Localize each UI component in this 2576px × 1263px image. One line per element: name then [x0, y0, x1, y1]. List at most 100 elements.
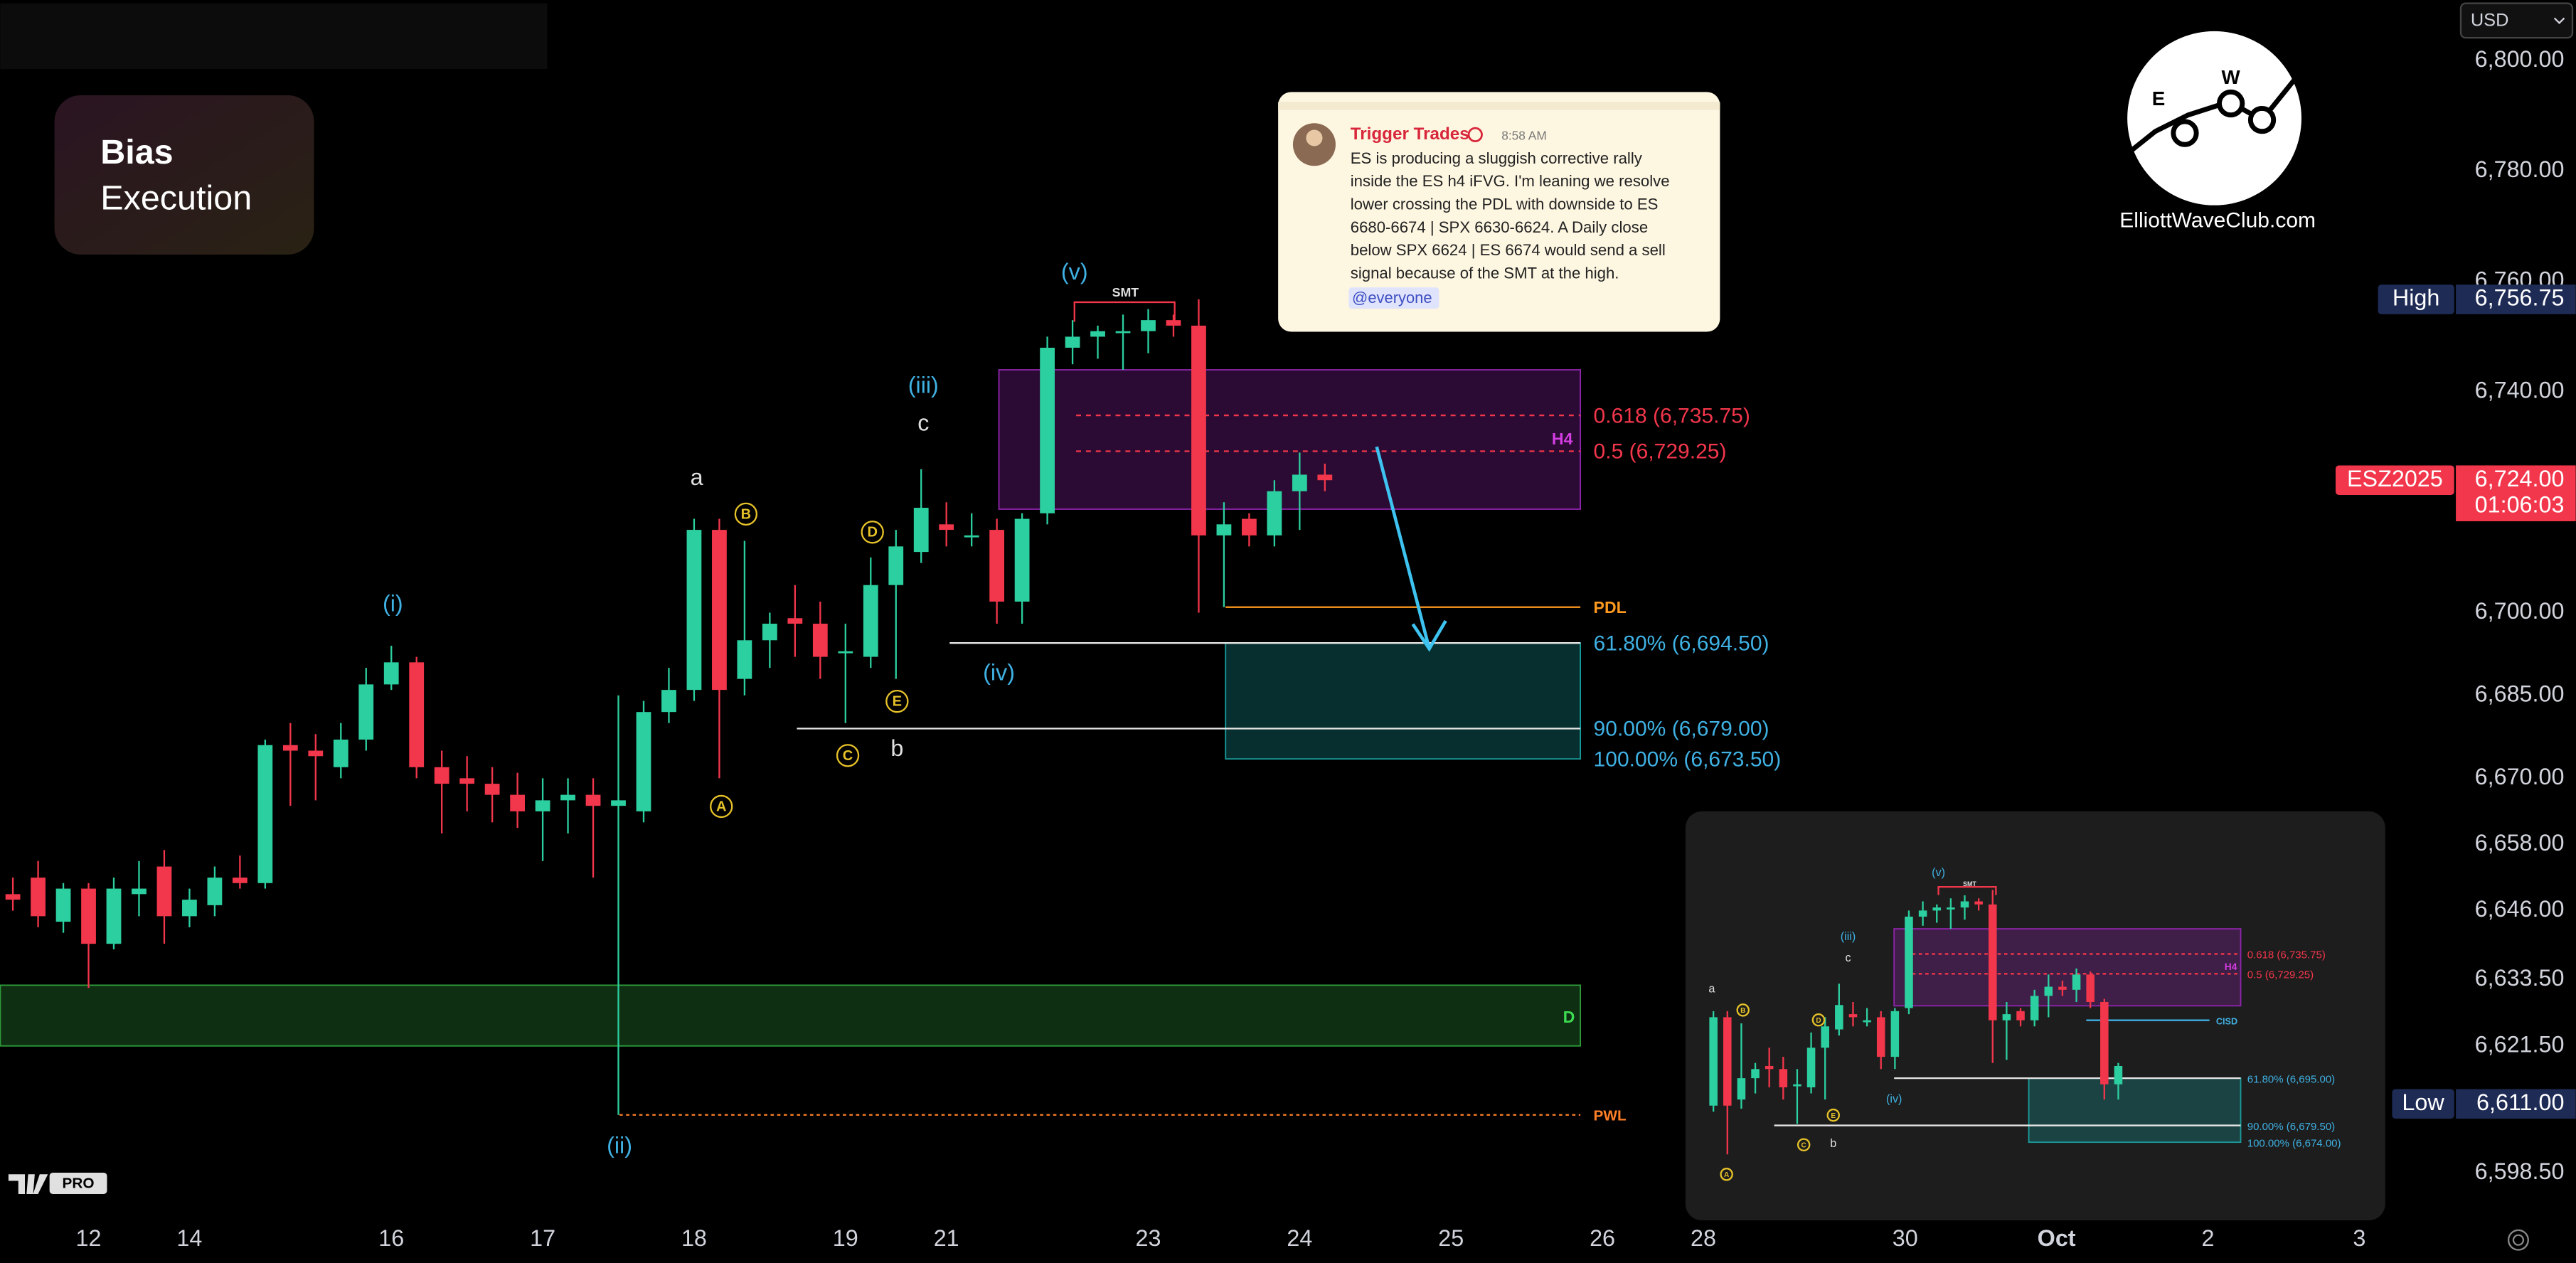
- candle-body: [2072, 974, 2081, 990]
- wave-label: (ii): [607, 1133, 632, 1158]
- level-label: 90.00% (6,679.00): [1594, 718, 1769, 741]
- wave-label: E: [893, 694, 902, 710]
- wave-circle: [710, 794, 733, 819]
- message-body: ES is producing a sluggish corrective ra…: [1351, 149, 1670, 282]
- wave-label: A: [716, 799, 726, 814]
- x-tick-label: 19: [833, 1225, 858, 1251]
- price-marker: [2456, 1089, 2576, 1119]
- candle-body: [1216, 524, 1232, 535]
- level-label: PWL: [1594, 1108, 1627, 1124]
- candle-body: [2002, 1014, 2011, 1020]
- bias-title: Bias: [100, 133, 173, 171]
- logo-dot: [2247, 105, 2277, 134]
- x-tick-label: 12: [76, 1225, 102, 1251]
- candle-body: [1960, 901, 1969, 908]
- projection-arrow: [1375, 446, 1431, 649]
- settings-icon[interactable]: [2507, 1229, 2529, 1251]
- candle-body: [132, 888, 147, 895]
- candle-body: [1065, 336, 1080, 348]
- candle-body: [989, 530, 1005, 602]
- logo-letter: E: [2152, 87, 2165, 110]
- wave-label: (iii): [1841, 930, 1856, 943]
- logo-arrow: [2289, 63, 2309, 82]
- x-tick-label: 26: [1590, 1225, 1615, 1251]
- candle-body: [81, 888, 96, 944]
- wave-label: C: [843, 748, 853, 764]
- zone-label: H4: [2225, 961, 2237, 972]
- candle-body: [257, 745, 273, 883]
- candle-body: [1947, 907, 1955, 910]
- candle-body: [1835, 1005, 1843, 1030]
- logo-letter: C: [2296, 56, 2310, 78]
- chevron: [2553, 17, 2565, 24]
- candle-body: [787, 618, 803, 624]
- candle-body: [1317, 474, 1333, 481]
- y-tick-label: 6,740.00: [2475, 378, 2565, 403]
- marker-value: 6,611.00: [2476, 1089, 2564, 1115]
- bias-box: [54, 95, 314, 255]
- currency-box[interactable]: [2459, 2, 2574, 39]
- tv-mark: [8, 1174, 48, 1195]
- logo-letter: W: [2222, 66, 2241, 88]
- candle-body: [636, 712, 651, 811]
- y-tick-label: 6,658.00: [2475, 830, 2565, 856]
- message-line: ES is producing a sluggish corrective ra…: [1351, 149, 1643, 167]
- candle-body: [358, 684, 374, 740]
- wave-label: E: [1831, 1112, 1836, 1120]
- x-tick-label: 25: [1438, 1225, 1464, 1251]
- currency[interactable]: USD: [2471, 11, 2509, 31]
- candle-body: [863, 585, 878, 657]
- x-tick-label: 14: [176, 1225, 202, 1251]
- level-label: 90.00% (6,679.50): [2247, 1121, 2335, 1133]
- card-bg: [1278, 92, 1720, 332]
- wave-label: c: [917, 410, 929, 436]
- candle-body: [434, 767, 449, 784]
- x-tick-label: 24: [1287, 1225, 1312, 1251]
- y-tick-label: 6,670.00: [2475, 764, 2565, 789]
- marker-label-box: [2378, 284, 2454, 314]
- candle-body: [1848, 1014, 1858, 1018]
- candle-body: [812, 624, 828, 657]
- candle-body: [1793, 1084, 1801, 1087]
- card-stripe: [1278, 102, 1720, 110]
- zone: [1893, 928, 2242, 1007]
- candle-body: [1905, 916, 1913, 1008]
- level-label: 100.00% (6,674.00): [2247, 1137, 2341, 1149]
- wave-label: D: [1816, 1017, 1821, 1025]
- y-tick-label: 6,800.00: [2475, 46, 2565, 72]
- projection-arrowhead: [1411, 619, 1447, 652]
- candle-body: [2030, 996, 2039, 1020]
- y-tick-label: 6,633.50: [2475, 965, 2565, 991]
- candle-body: [1267, 491, 1282, 535]
- candle-body: [1040, 347, 1055, 513]
- pro-box: [49, 1172, 107, 1195]
- y-tick-label: 6,621.50: [2475, 1031, 2565, 1057]
- marker-label: High: [2393, 285, 2439, 311]
- candle-body: [1191, 325, 1206, 535]
- marker-label: Low: [2402, 1089, 2444, 1115]
- candle-body: [383, 662, 399, 685]
- zone-label: H4: [1552, 430, 1573, 448]
- candle-body: [232, 878, 248, 883]
- y-tick-label: 6,685.00: [2475, 681, 2565, 706]
- candle-body: [913, 508, 929, 553]
- candle-body: [888, 546, 904, 585]
- message-line: lower crossing the PDL with downside to …: [1351, 196, 1659, 213]
- price-marker: [2456, 284, 2576, 314]
- smt-bracket: [1937, 885, 1997, 895]
- price-marker: [2456, 465, 2576, 521]
- message-line: inside the ES h4 iFVG. I'm leaning we re…: [1351, 172, 1670, 190]
- wave-label: (i): [383, 591, 403, 617]
- mention[interactable]: @everyone: [1352, 289, 1432, 307]
- y-tick-label: 6,598.50: [2475, 1158, 2565, 1184]
- x-tick-label: 16: [378, 1225, 404, 1251]
- wave-label: (iv): [1886, 1092, 1902, 1105]
- candle-body: [661, 690, 676, 713]
- candle-body: [182, 900, 197, 917]
- level-label: 0.618 (6,735.75): [1594, 404, 1750, 427]
- wave-label: B: [1740, 1007, 1745, 1015]
- wave-label: (v): [1932, 866, 1945, 879]
- x-tick-label: 21: [934, 1225, 959, 1251]
- smt-bracket: [1073, 301, 1176, 322]
- top-bar: [0, 3, 548, 69]
